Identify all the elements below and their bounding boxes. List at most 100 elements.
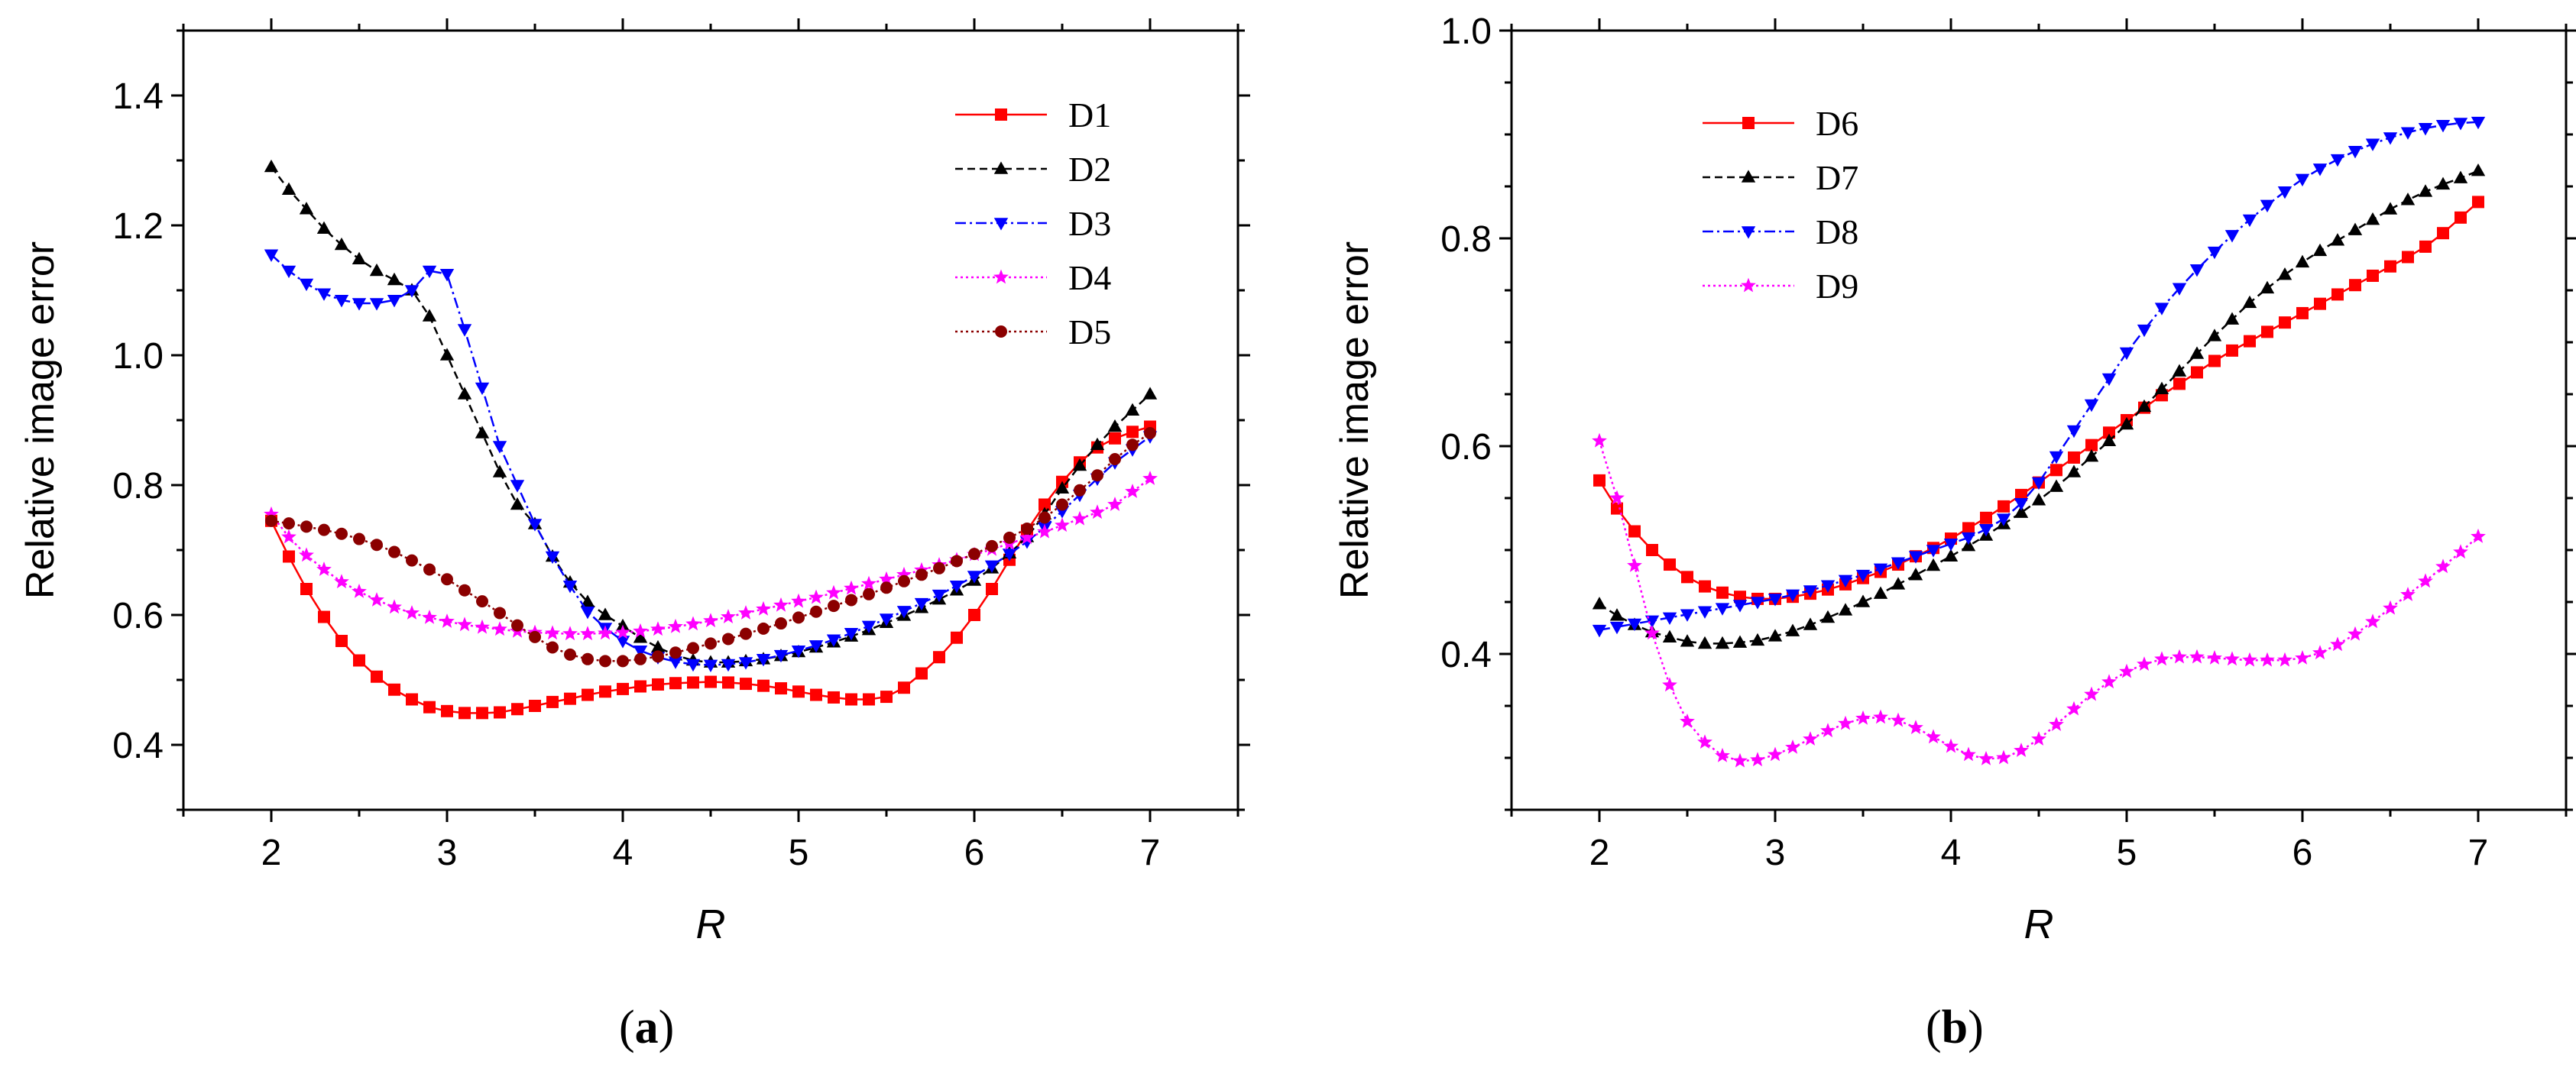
data-point-D6 [2419,240,2432,253]
data-point-D1 [371,670,383,683]
data-point-D5 [845,594,857,607]
data-point-D2 [334,237,349,251]
data-point-D2 [580,594,595,607]
data-point-D7 [2014,505,2029,518]
data-point-D1 [933,651,945,664]
data-point-D4 [668,618,683,633]
data-point-D3 [281,265,296,279]
data-point-D9 [1768,746,1783,762]
data-point-D9 [1820,723,1836,738]
data-point-D5 [546,641,559,654]
y-tick-label: 0.8 [1440,219,1492,260]
data-point-D2 [387,272,402,286]
data-point-D7 [2400,193,2416,206]
data-point-D6 [2068,451,2080,464]
data-point-D3 [896,606,912,619]
data-point-D4 [615,624,630,639]
data-point-D3 [475,382,490,396]
data-point-D9 [1943,738,1959,753]
data-point-D6 [1611,502,1623,515]
legend-label-D4: D4 [1068,258,1111,297]
data-point-D7 [1715,636,1730,649]
data-point-D9 [1996,749,2011,765]
data-point-D6 [1998,500,2010,513]
legend-a: D1 D2 D3 D4 D5 [955,95,1111,351]
data-point-D9 [2277,652,2292,667]
y-tick-label: 0.6 [1440,427,1492,468]
series-line-D6 [1598,201,2479,600]
data-point-D6 [2103,426,2115,439]
series-line-D3 [271,254,1151,666]
axis-ticks-b: 2 3 4 5 6 7 0.4 0.6 0.8 1.0 [1440,11,2576,873]
data-point-D8 [1891,557,1906,570]
data-point-D7 [1785,623,1800,636]
data-point-D3 [967,571,982,584]
data-point-D3 [334,294,349,308]
data-point-D8 [1750,597,1765,610]
data-point-D6 [1980,511,1992,524]
data-point-D4 [369,592,384,607]
data-point-D5 [441,573,453,586]
x-tick-label: 4 [613,833,633,873]
data-point-D9 [2242,652,2257,667]
data-point-D3 [668,656,683,669]
data-point-D2 [510,497,525,510]
data-point-D3 [932,589,947,603]
data-point-D5 [810,605,822,618]
data-point-D1 [880,691,893,704]
data-point-D1 [986,583,998,595]
data-point-D7 [1750,633,1765,646]
series-D1 [265,420,1156,720]
data-point-D7 [1680,634,1695,647]
data-point-D1 [828,691,840,704]
data-point-D7 [1873,586,1888,599]
legend-label-D8: D8 [1816,212,1858,251]
data-point-D5 [1039,511,1051,524]
data-point-D3 [808,640,824,653]
series-D9 [1592,432,2486,768]
y-tick-label: 1.0 [112,336,164,377]
data-point-D7 [1768,629,1783,642]
data-point-D9 [2119,663,2134,678]
data-point-D5 [1109,453,1121,465]
data-point-D9 [2066,701,2082,716]
data-point-D5 [1056,498,1068,511]
data-point-D1 [722,676,734,689]
legend-label-D5: D5 [1068,312,1111,351]
data-point-D8 [1908,551,1923,564]
data-point-D6 [2454,211,2467,224]
data-point-D4 [545,625,560,640]
data-point-D5 [353,532,365,545]
data-point-D9 [1680,714,1695,728]
data-point-D1 [458,707,471,720]
data-point-D7 [2418,184,2433,197]
data-point-D2 [633,630,648,643]
axis-ticks-a: 2 3 4 5 6 7 0.4 0.6 0.8 1.0 1.2 1.4 [112,18,1250,873]
data-point-D5 [757,622,770,635]
data-point-D5 [828,600,840,613]
data-point-D5 [634,652,646,665]
data-point-D3 [879,613,894,626]
data-point-D5 [1003,531,1016,544]
y-tick-label: 0.4 [112,726,164,766]
data-point-D9 [1732,752,1748,768]
x-tick-label: 4 [1941,833,1962,873]
data-point-D5 [617,655,629,668]
data-point-D1 [564,692,576,705]
data-point-D8 [1627,618,1642,632]
data-point-D6 [2208,354,2221,367]
data-point-D6 [2261,325,2273,338]
data-point-D2 [369,263,384,277]
legend-item-D8: D8 [1703,212,1858,251]
x-tick-label: 7 [2468,833,2489,873]
data-point-D5 [792,611,805,624]
data-point-D3 [457,324,472,337]
data-point-D2 [1107,419,1123,432]
data-point-D8 [2154,303,2169,316]
data-point-D9 [1978,751,1994,765]
data-point-D2 [1090,437,1105,451]
data-point-D1 [705,675,717,688]
data-point-D9 [1926,729,1941,744]
x-axis-title-b: R [2024,901,2054,947]
data-point-D8 [2084,399,2099,413]
